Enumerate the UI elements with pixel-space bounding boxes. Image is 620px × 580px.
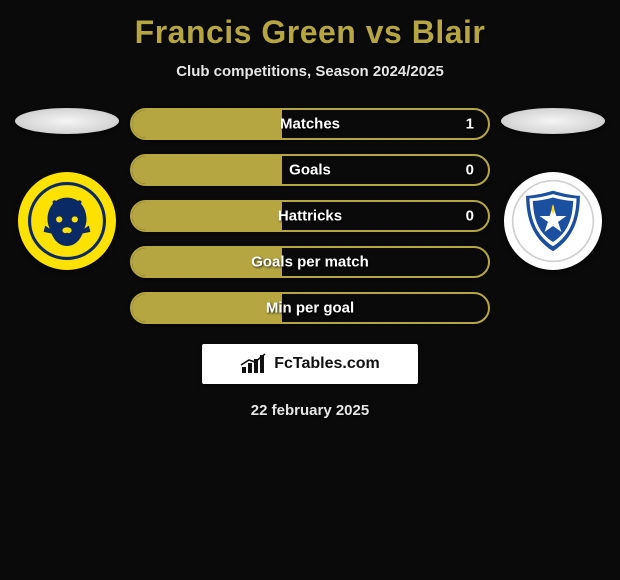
- right-player-marker: [501, 108, 605, 134]
- brand-text: FcTables.com: [274, 355, 380, 373]
- stat-fill: [132, 294, 282, 322]
- stat-row: Goals 0: [130, 154, 490, 186]
- stat-fill: [132, 156, 282, 184]
- stat-label: Min per goal: [266, 300, 354, 317]
- stat-row: Goals per match: [130, 246, 490, 278]
- stat-value-right: 0: [466, 208, 474, 225]
- oxford-united-icon: [28, 182, 106, 260]
- subtitle: Club competitions, Season 2024/2025: [0, 63, 620, 80]
- stat-fill: [132, 202, 282, 230]
- chart-icon: [240, 353, 268, 375]
- stat-row: Min per goal: [130, 292, 490, 324]
- stat-label: Hattricks: [278, 208, 342, 225]
- comparison-layout: Matches 1 Goals 0 Hattricks 0 Goals per match M…: [0, 108, 620, 324]
- stat-value-right: 0: [466, 162, 474, 179]
- date-label: 22 february 2025: [0, 402, 620, 419]
- stats-container: Matches 1 Goals 0 Hattricks 0 Goals per match M…: [126, 108, 494, 324]
- stat-label: Goals per match: [251, 254, 369, 271]
- right-player-column: [494, 108, 612, 270]
- right-club-badge: [504, 172, 602, 270]
- stat-label: Matches: [280, 116, 340, 133]
- stat-label: Goals: [289, 162, 331, 179]
- left-club-badge: [18, 172, 116, 270]
- portsmouth-icon: [511, 179, 595, 263]
- stat-row: Hattricks 0: [130, 200, 490, 232]
- page-title: Francis Green vs Blair: [0, 0, 620, 51]
- left-player-column: [8, 108, 126, 270]
- stat-fill: [132, 110, 282, 138]
- stat-row: Matches 1: [130, 108, 490, 140]
- brand-box[interactable]: FcTables.com: [202, 344, 418, 384]
- stat-value-right: 1: [466, 116, 474, 133]
- left-player-marker: [15, 108, 119, 134]
